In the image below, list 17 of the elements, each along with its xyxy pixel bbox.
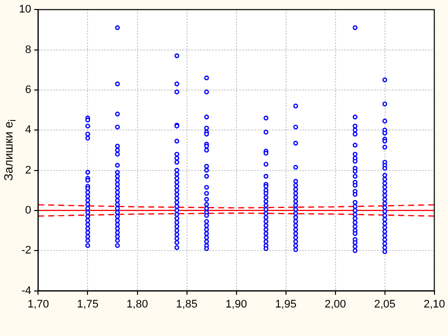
y-tick-label: -2 (21, 244, 32, 257)
x-tick-label: 2,05 (374, 298, 396, 310)
x-tick-label: 2,00 (324, 298, 346, 310)
y-tick-label: 8 (25, 44, 32, 56)
y-tick-label: 6 (25, 84, 32, 96)
x-tick-label: 1,75 (77, 298, 98, 310)
x-tick-label: 1,90 (226, 298, 247, 310)
y-tick-label: 10 (18, 4, 32, 16)
y-tick-label: 2 (25, 164, 32, 176)
x-tick-label: 1,95 (275, 298, 296, 310)
y-tick-label: -4 (21, 284, 32, 297)
y-tick-label: 4 (25, 124, 32, 136)
x-tick-label: 1,80 (126, 298, 148, 310)
y-tick-label: 0 (25, 204, 32, 216)
x-tick-label: 1,85 (176, 298, 198, 310)
x-tick-label: 1,70 (28, 298, 49, 310)
x-tick-label: 2,10 (424, 298, 446, 310)
